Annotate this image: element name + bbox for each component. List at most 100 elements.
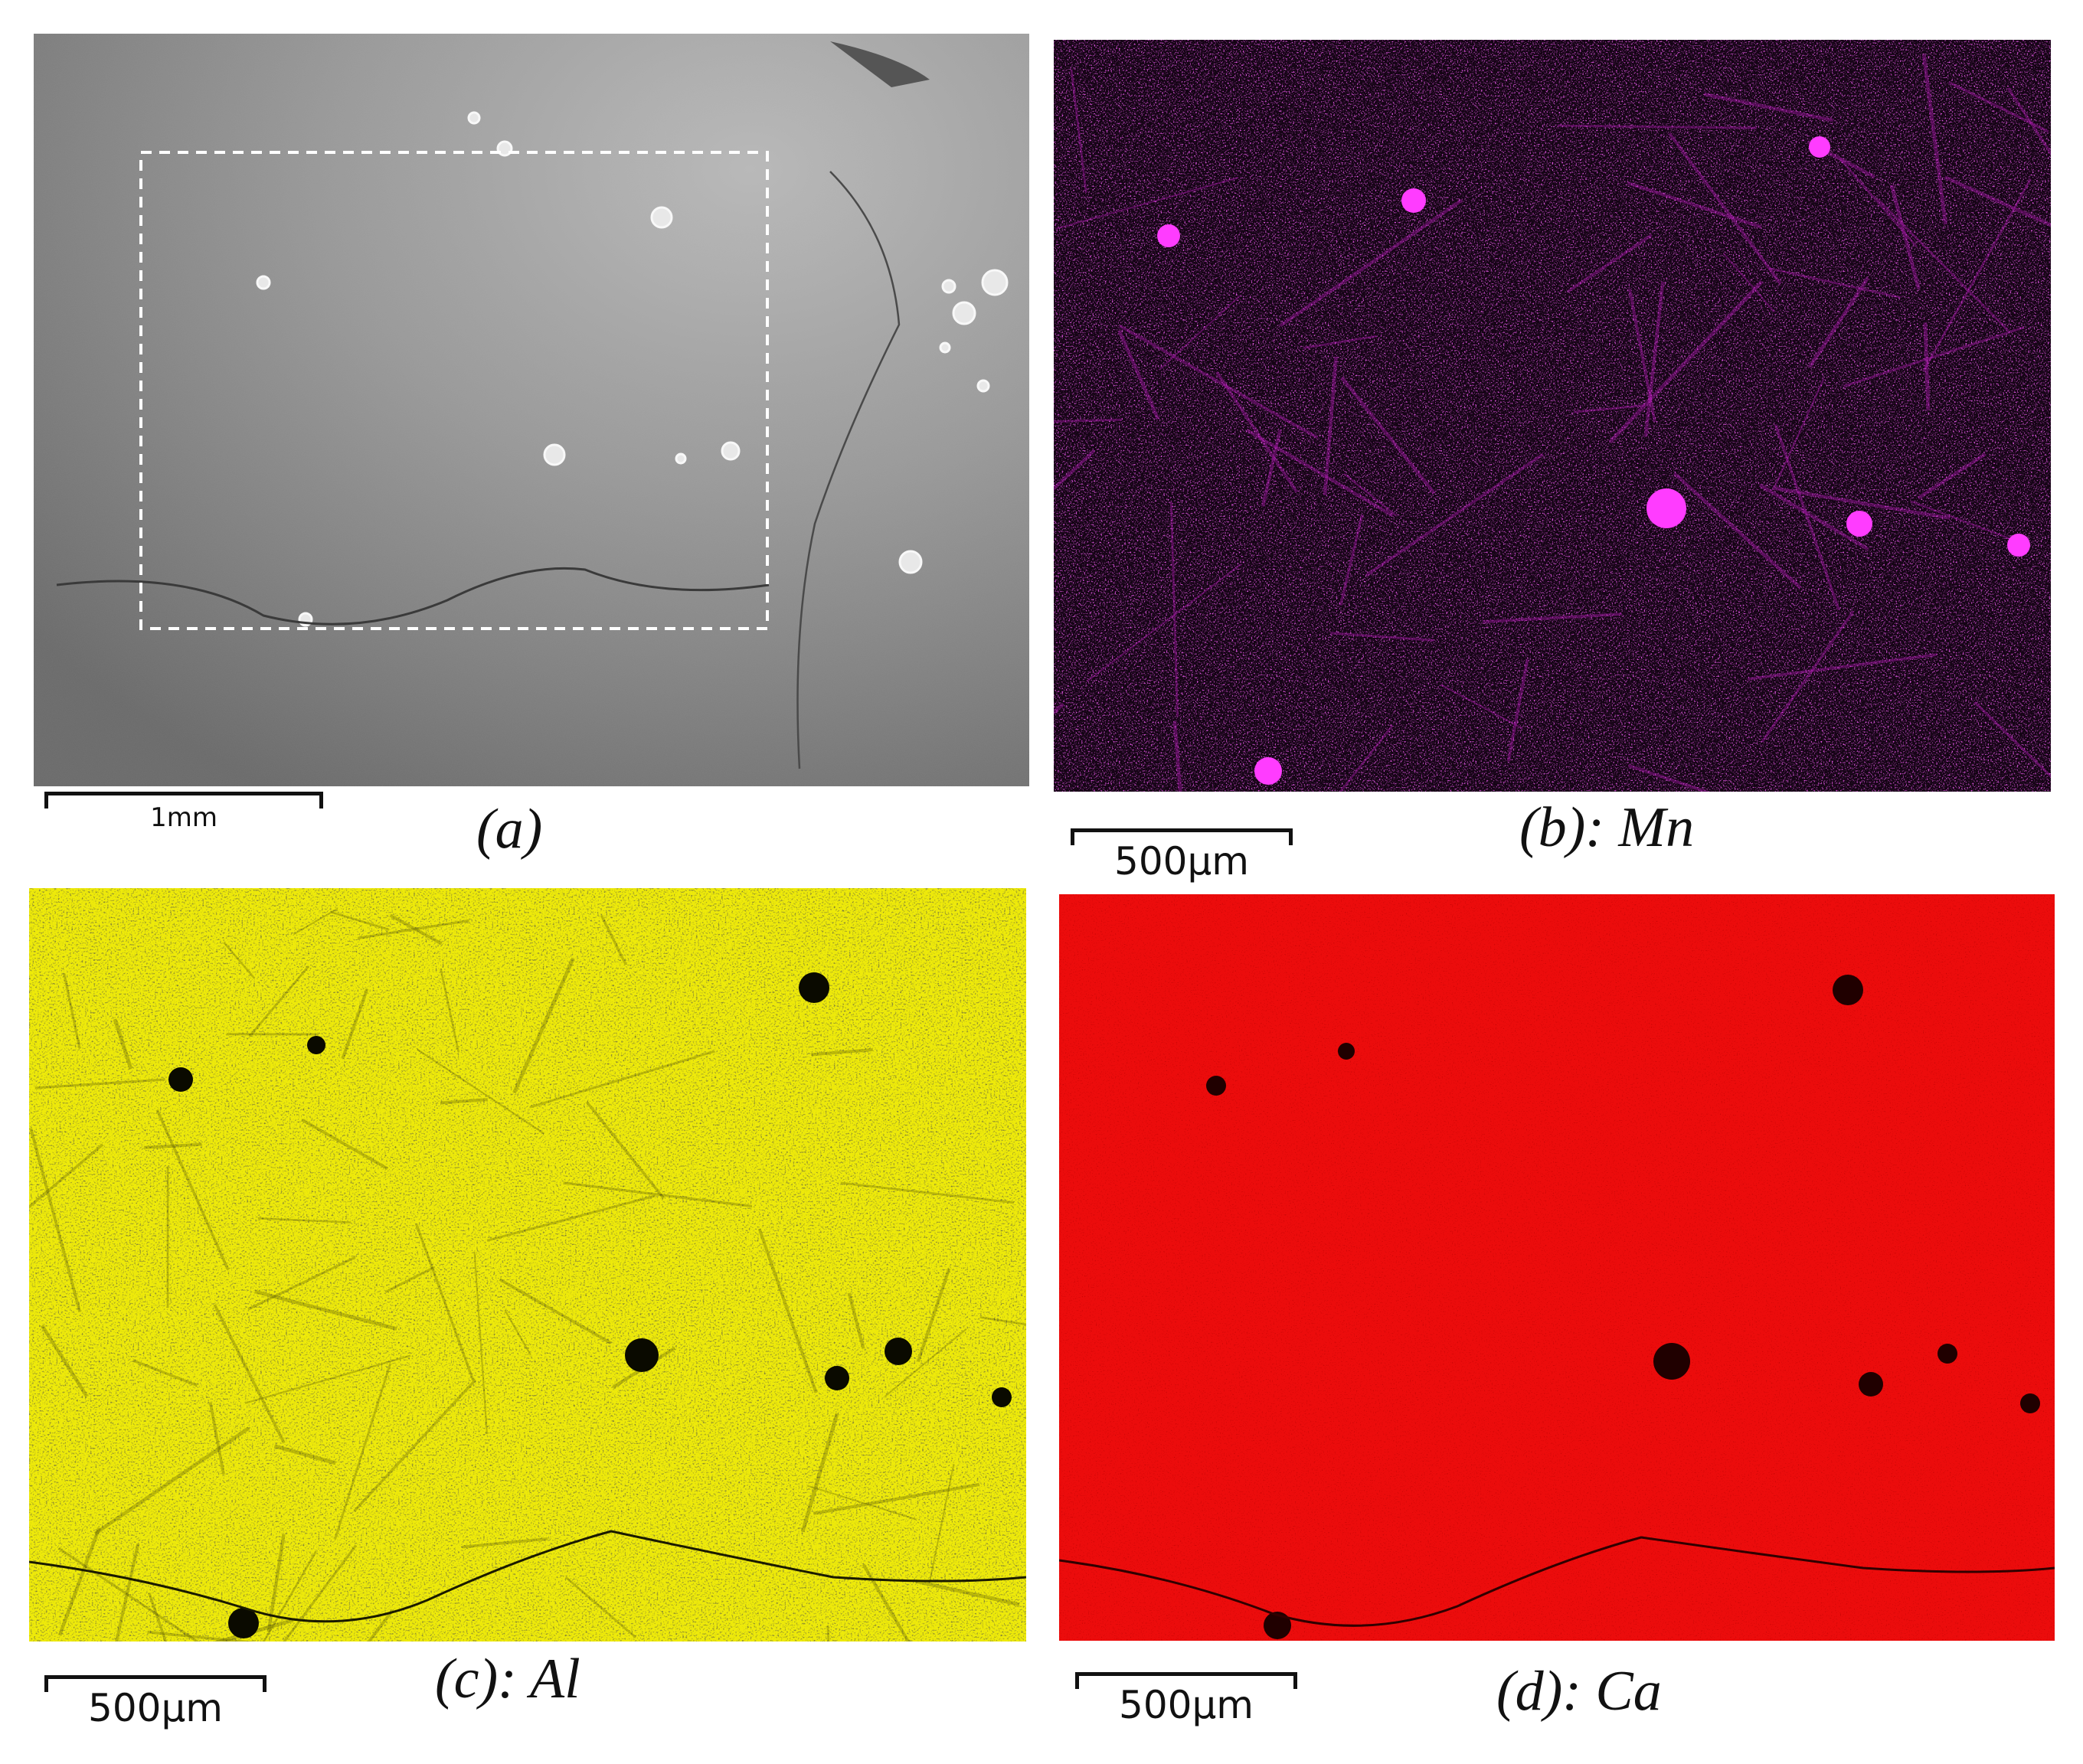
mn-rich-spot [1401, 188, 1426, 213]
hole [825, 1366, 849, 1390]
dendrite-streak [1483, 612, 1622, 624]
scale-bar-label: 500µm [1114, 839, 1249, 884]
dendrite-streak [40, 1324, 89, 1398]
panel-a-sem-image [34, 34, 1029, 786]
scale-bar-line [44, 792, 323, 808]
dendrite-streak [1839, 158, 1918, 248]
dendrite-streak [144, 1142, 202, 1149]
dendrite-streak [341, 988, 369, 1060]
dendrite-streak [564, 1576, 637, 1638]
dendrite-streak [1774, 423, 1840, 610]
dendrite-streak [353, 1379, 477, 1512]
dendrite-streak [1944, 175, 2051, 227]
particle [939, 341, 951, 354]
caption-d: (d): Ca [1496, 1660, 1662, 1723]
caption-c: (c): Al [435, 1648, 580, 1710]
dendrite-streak [208, 1402, 225, 1475]
dendrite-streak [529, 1050, 715, 1109]
dendrite-streak [148, 1592, 168, 1642]
dendrite-streak [330, 910, 390, 931]
dendrite-streak [1627, 181, 1762, 229]
dendrite-streak [1917, 452, 1987, 500]
dendrite-streak [847, 1292, 865, 1350]
dendrite-streak [1923, 322, 1931, 410]
dendrite-streak [147, 1630, 256, 1642]
crack [796, 171, 901, 769]
dendrite-streak [1339, 514, 1364, 606]
scale-bar-line [1071, 828, 1293, 845]
mn-rich-spot [1254, 757, 1282, 785]
crack [1059, 1536, 2055, 1627]
dendrite-streak [301, 1118, 389, 1171]
mn-rich-spot [2007, 534, 2030, 557]
dendrite-streak [1758, 483, 1869, 551]
dendrite-streak [807, 1485, 917, 1521]
particle [467, 111, 481, 125]
dendrite-streak [357, 919, 469, 939]
hole [1338, 1043, 1355, 1060]
dendrite-streak [1169, 501, 1179, 717]
dendrite-streak [811, 1048, 873, 1057]
dendrite-streak [93, 1426, 250, 1536]
dendrite-streak [512, 957, 575, 1094]
caption-b: (b): Mn [1519, 796, 1695, 859]
scale-bar-line [44, 1675, 267, 1692]
dendrite-streak [1054, 449, 1096, 492]
dendrite-streak [293, 907, 338, 936]
dendrite-streak [563, 1181, 752, 1208]
dendrite-streak [113, 1018, 133, 1070]
particle [496, 140, 513, 157]
hole [1937, 1344, 1957, 1364]
dendrite-streak [213, 1304, 286, 1444]
dendrite-streak [499, 1278, 612, 1344]
dendrite-streak [389, 913, 443, 946]
dendrite-streak [915, 1579, 1020, 1607]
dendrite-streak [884, 1328, 967, 1397]
dendrite-streak [1246, 429, 1394, 518]
particle [976, 379, 990, 393]
particle [543, 443, 566, 466]
dendrite-streak [1567, 234, 1653, 292]
dendrite-streak [1330, 632, 1434, 642]
dendrite-streak [979, 1316, 1026, 1326]
dendrite-streak [1910, 500, 2011, 540]
dendrite-streak [1973, 701, 2051, 779]
particle [650, 206, 673, 229]
dendrite-streak [585, 1100, 665, 1200]
dendrite-streak [1303, 335, 1377, 349]
dendrite-streak [1172, 720, 1182, 792]
hole [2020, 1393, 2040, 1413]
dendrite-streak [440, 1098, 489, 1105]
dendrite-streak [254, 1289, 397, 1331]
dendrite-streak [1627, 763, 1712, 792]
dendrite-streak [283, 1544, 358, 1642]
hole [1833, 975, 1863, 1005]
dendrite-streak [1365, 452, 1544, 577]
dendrite-streak [813, 1482, 980, 1515]
dendrite-streak [1768, 267, 1902, 299]
dendrite-streak [600, 915, 627, 965]
particle [898, 550, 923, 574]
particle [941, 279, 956, 294]
hole [1206, 1076, 1226, 1096]
dendrite-streak [1340, 376, 1436, 495]
dendrite-streak [29, 1128, 82, 1313]
dendrite-streak [132, 1359, 198, 1387]
hole [1264, 1612, 1291, 1639]
dendrite-streak [34, 1078, 165, 1089]
dendrite-streak [916, 1268, 951, 1363]
dendrite-streak [1643, 281, 1665, 437]
dendrite-streak [840, 1181, 1015, 1204]
dendrite-streak [1722, 253, 1775, 313]
hole [625, 1338, 659, 1372]
dendrite-streak [1323, 356, 1338, 496]
dendrite-streak [2006, 87, 2051, 156]
dendrite-streak [415, 1223, 475, 1381]
dendrite-streak [1668, 132, 1782, 285]
region-of-interest-box [139, 151, 769, 630]
mn-rich-spot [1846, 511, 1872, 537]
dendrite-streak [155, 1109, 230, 1271]
panel-c-al-map [29, 888, 1026, 1642]
dendrite-streak [1279, 198, 1463, 328]
panel-d-ca-map [1059, 894, 2055, 1641]
